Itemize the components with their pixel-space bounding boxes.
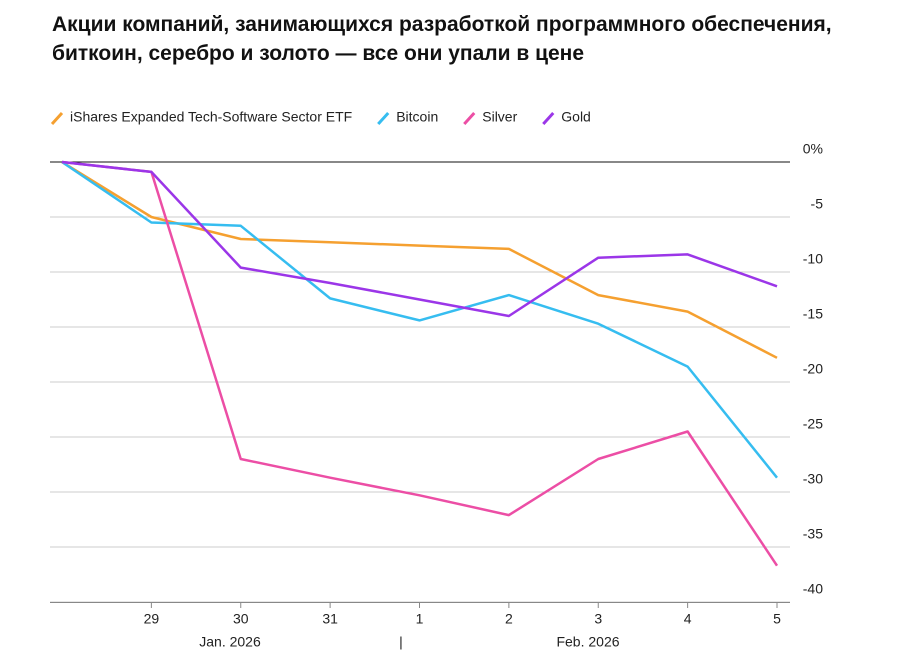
x-tick-label: 30 [233, 611, 249, 627]
x-tick-label: 4 [684, 611, 692, 627]
legend-swatch [50, 111, 64, 126]
x-tick-label: 31 [322, 611, 338, 627]
x-tick-label: 2 [505, 611, 513, 627]
legend-label: Silver [482, 109, 517, 125]
series-line [61, 160, 778, 479]
y-tick-label: -10 [803, 251, 823, 267]
x-tick-label: 29 [144, 611, 160, 627]
y-tick-label: -40 [803, 581, 823, 597]
series-line [61, 160, 778, 318]
series-line [61, 160, 779, 567]
x-tick-label: 3 [594, 611, 602, 627]
x-group-label: Jan. 2026 [199, 634, 261, 650]
legend-swatch [542, 111, 555, 126]
legend-label: Gold [561, 109, 591, 125]
y-tick-label: -30 [803, 471, 823, 487]
legend-swatch [463, 111, 476, 126]
legend-label: Bitcoin [396, 109, 438, 125]
x-group-label: | [399, 634, 403, 650]
x-tick-label: 5 [773, 611, 781, 627]
x-tick-label: 1 [416, 611, 424, 627]
y-tick-label: -20 [803, 361, 823, 377]
legend-label: iShares Expanded Tech-Software Sector ET… [70, 109, 352, 125]
x-group-label: Feb. 2026 [556, 634, 619, 650]
y-tick-label: -25 [803, 416, 823, 432]
y-tick-label: -35 [803, 526, 823, 542]
y-tick-label: -5 [811, 196, 824, 212]
y-tick-label: 0% [803, 141, 823, 157]
legend-swatch [377, 111, 390, 126]
chart-title: Акции компаний, занимающихся разработкой… [52, 13, 832, 65]
y-tick-label: -15 [803, 306, 823, 322]
